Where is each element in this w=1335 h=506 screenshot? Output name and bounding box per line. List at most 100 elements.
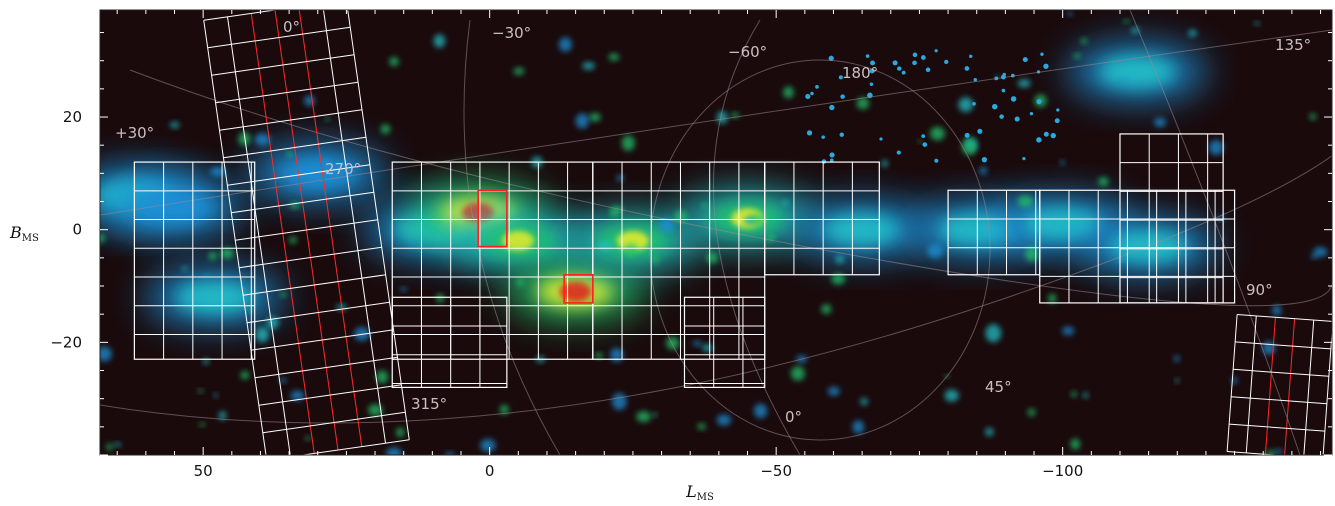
- emission-clump: [852, 420, 865, 434]
- emission-clump: [376, 370, 389, 384]
- emission-clump: [652, 412, 658, 418]
- point-source: [829, 158, 834, 163]
- emission-clump: [1274, 449, 1283, 455]
- emission-clump: [100, 346, 112, 362]
- tilted-strip-right: [1226, 314, 1332, 455]
- emission-clump: [1272, 305, 1282, 316]
- emission-clump: [380, 124, 391, 134]
- point-source: [892, 60, 898, 66]
- point-source: [829, 152, 835, 158]
- emission-clump: [659, 217, 675, 233]
- axis-ticks: 50 0 −50 −100 20 0 −20: [50, 10, 1332, 480]
- overlay-angle-label: 135°: [1275, 36, 1311, 54]
- strip-row: [211, 54, 355, 76]
- strip-column: [203, 20, 267, 455]
- pointing-block: [391, 296, 508, 389]
- emission-clump: [169, 121, 180, 129]
- emission-clump: [181, 266, 188, 271]
- emission-clump: [210, 166, 226, 177]
- emission-clump: [305, 436, 311, 441]
- emission-clump: [702, 344, 713, 352]
- emission-clump: [279, 292, 287, 298]
- emission-clump: [927, 243, 943, 259]
- emission-clump: [1070, 391, 1077, 398]
- point-source: [972, 101, 976, 106]
- point-source: [838, 75, 843, 80]
- strip-row: [254, 356, 398, 379]
- emission-clump: [1208, 139, 1224, 156]
- strip-row: [1237, 314, 1332, 322]
- emission-clump: [1313, 247, 1328, 257]
- emission-clump: [918, 139, 923, 144]
- emission-body: [1024, 208, 1101, 241]
- strip-row: [1227, 451, 1282, 455]
- emission-clump: [624, 243, 639, 257]
- emission-clump: [386, 447, 402, 455]
- x-tick-label: −100: [1042, 462, 1083, 480]
- point-source: [934, 49, 938, 53]
- overlay-grid-line: [100, 29, 1332, 216]
- emission-clump: [213, 393, 218, 398]
- emission-clump: [106, 443, 113, 451]
- overlay-angle-label: 0°: [785, 408, 802, 426]
- point-source: [901, 70, 906, 75]
- emission-clump: [254, 133, 271, 146]
- emission-clump: [1017, 195, 1033, 208]
- emission-clump: [706, 252, 718, 264]
- strip-row: [258, 384, 402, 406]
- point-source: [869, 82, 874, 87]
- emission-clump: [290, 390, 305, 401]
- strip-row: [299, 439, 410, 455]
- emission-clump: [1154, 117, 1166, 128]
- emission-clump: [389, 56, 399, 67]
- emission-clump: [979, 166, 987, 175]
- emission-clump: [692, 340, 702, 347]
- point-source: [920, 55, 926, 60]
- tilted-strip-left: [203, 10, 410, 455]
- emission-body: [279, 157, 356, 190]
- point-source: [1036, 99, 1042, 105]
- emission-clump: [304, 95, 315, 107]
- emission-clump: [255, 327, 270, 343]
- emission-clump: [323, 158, 330, 167]
- emission-clump: [208, 252, 218, 260]
- point-source: [944, 59, 949, 65]
- emission-clump: [753, 403, 768, 419]
- point-source: [922, 142, 928, 147]
- emission-clump: [1309, 113, 1317, 120]
- highlighted-field: [563, 273, 594, 304]
- emission-clump: [611, 393, 627, 410]
- emission-clump: [782, 199, 789, 206]
- point-source: [1014, 116, 1020, 122]
- strip-row: [231, 191, 374, 214]
- overlay-angle-label: 45°: [985, 378, 1012, 396]
- emission-clump: [1120, 77, 1127, 82]
- emission-clump: [636, 411, 651, 423]
- point-source: [1001, 88, 1006, 93]
- emission-clump: [1254, 21, 1260, 26]
- point-source: [829, 104, 835, 111]
- overlay-grid-line: [129, 69, 1332, 307]
- strip-row: [215, 81, 359, 104]
- emission-clump: [286, 151, 293, 157]
- emission-clump: [597, 241, 613, 251]
- emission-clump: [1070, 438, 1081, 450]
- point-source: [1022, 57, 1028, 63]
- point-source: [969, 54, 973, 58]
- emission-clump: [1067, 11, 1073, 17]
- point-source: [991, 103, 998, 110]
- emission-clump: [516, 278, 524, 287]
- point-source: [912, 52, 918, 58]
- emission-clump: [1062, 326, 1075, 336]
- point-source: [1022, 156, 1026, 161]
- overlay-angle-label: 270°: [325, 160, 361, 178]
- strip-row: [235, 219, 378, 241]
- emission-clump: [368, 404, 383, 416]
- strip-column: [1226, 314, 1238, 452]
- point-source: [1054, 118, 1060, 124]
- point-source: [821, 135, 825, 139]
- emission-clump: [100, 233, 105, 243]
- point-source: [839, 132, 844, 137]
- strip-row: [239, 246, 382, 269]
- emission-body: [824, 213, 901, 246]
